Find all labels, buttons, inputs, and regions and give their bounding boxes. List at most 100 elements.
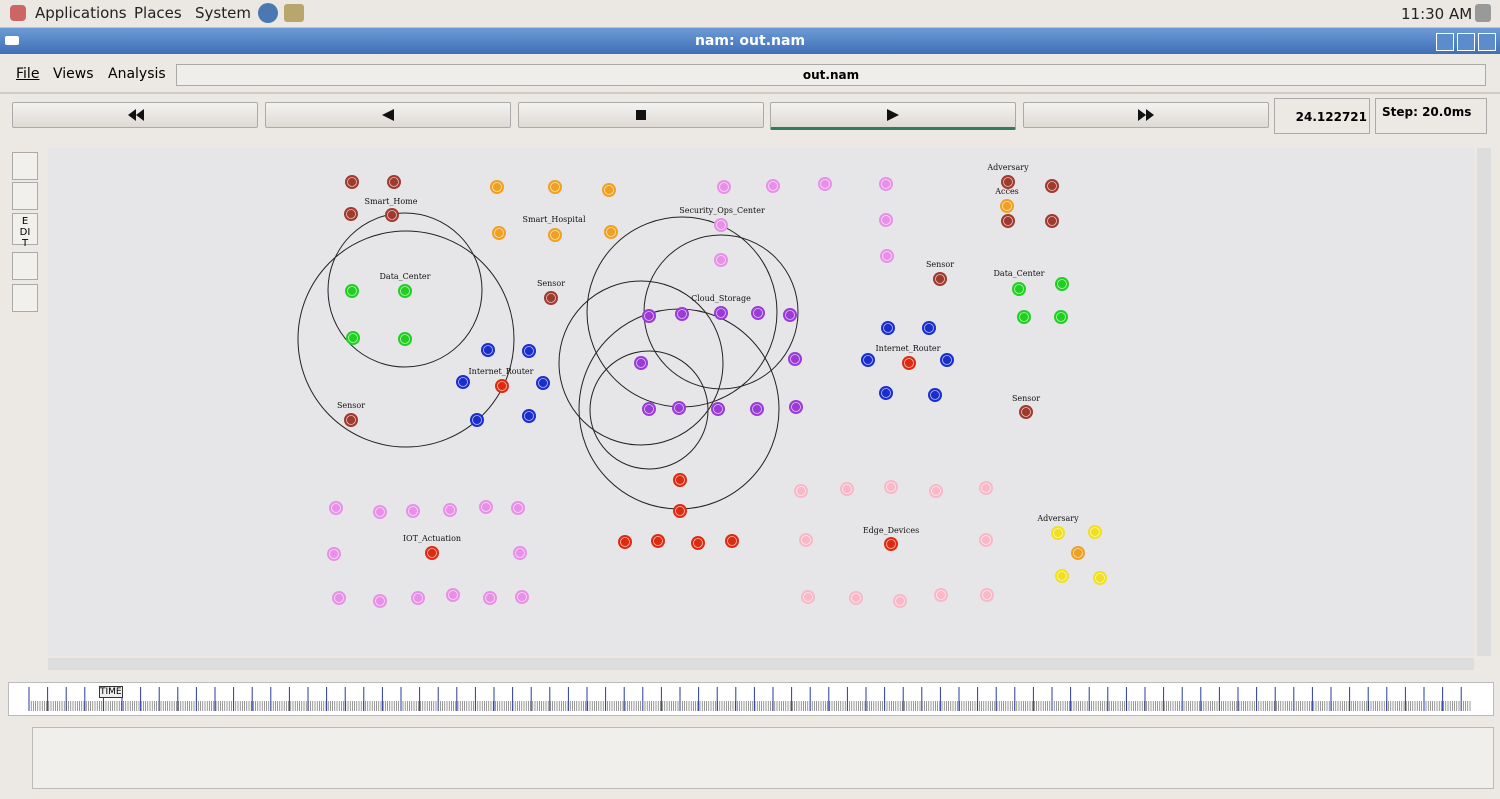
node[interactable] bbox=[1045, 179, 1059, 193]
node[interactable] bbox=[604, 225, 618, 239]
node[interactable] bbox=[548, 180, 562, 194]
node[interactable] bbox=[818, 177, 832, 191]
node[interactable] bbox=[879, 213, 893, 227]
stop-button[interactable] bbox=[518, 102, 764, 128]
close[interactable] bbox=[1478, 33, 1496, 51]
node[interactable] bbox=[861, 353, 875, 367]
step-display[interactable]: Step: 20.0ms bbox=[1375, 98, 1487, 134]
node[interactable] bbox=[849, 591, 863, 605]
node[interactable] bbox=[799, 533, 813, 547]
node[interactable] bbox=[691, 536, 705, 550]
node[interactable] bbox=[1055, 277, 1069, 291]
node[interactable] bbox=[675, 307, 689, 321]
node[interactable] bbox=[602, 183, 616, 197]
node[interactable] bbox=[884, 537, 898, 551]
node[interactable] bbox=[1088, 525, 1102, 539]
node[interactable] bbox=[929, 484, 943, 498]
node[interactable] bbox=[879, 386, 893, 400]
node[interactable] bbox=[1055, 569, 1069, 583]
node[interactable] bbox=[893, 594, 907, 608]
h-scrollbar[interactable] bbox=[48, 658, 1474, 670]
node[interactable] bbox=[398, 284, 412, 298]
node[interactable] bbox=[332, 591, 346, 605]
node[interactable] bbox=[1071, 546, 1085, 560]
node[interactable] bbox=[1054, 310, 1068, 324]
edit-button[interactable]: EDIT bbox=[12, 213, 38, 249]
node[interactable] bbox=[385, 208, 399, 222]
node[interactable] bbox=[522, 409, 536, 423]
node[interactable] bbox=[933, 272, 947, 286]
node[interactable] bbox=[495, 379, 509, 393]
zoom-in[interactable] bbox=[12, 152, 38, 180]
node[interactable] bbox=[425, 546, 439, 560]
menu-applications[interactable]: Applications bbox=[35, 4, 127, 22]
back-button[interactable] bbox=[265, 102, 511, 128]
node[interactable] bbox=[446, 588, 460, 602]
node[interactable] bbox=[522, 344, 536, 358]
menu-places[interactable]: Places bbox=[134, 4, 182, 22]
node[interactable] bbox=[345, 284, 359, 298]
node[interactable] bbox=[346, 331, 360, 345]
node[interactable] bbox=[490, 180, 504, 194]
node[interactable] bbox=[515, 590, 529, 604]
minimize[interactable] bbox=[1436, 33, 1454, 51]
node[interactable] bbox=[618, 535, 632, 549]
node[interactable] bbox=[373, 594, 387, 608]
node[interactable] bbox=[801, 590, 815, 604]
clock[interactable]: 11:30 AM bbox=[1401, 5, 1473, 23]
menu-views[interactable]: Views bbox=[53, 66, 94, 82]
rewind-button[interactable] bbox=[12, 102, 258, 128]
node[interactable] bbox=[483, 591, 497, 605]
node[interactable] bbox=[406, 504, 420, 518]
browser-icon[interactable] bbox=[258, 3, 278, 23]
node[interactable] bbox=[725, 534, 739, 548]
node[interactable] bbox=[1000, 199, 1014, 213]
node[interactable] bbox=[634, 356, 648, 370]
node[interactable] bbox=[398, 332, 412, 346]
node[interactable] bbox=[788, 352, 802, 366]
apps-icon[interactable] bbox=[10, 5, 26, 21]
node[interactable] bbox=[783, 308, 797, 322]
menu-file[interactable]: File bbox=[16, 66, 40, 82]
node[interactable] bbox=[456, 375, 470, 389]
node[interactable] bbox=[1045, 214, 1059, 228]
menu-system[interactable]: System bbox=[195, 4, 251, 22]
node[interactable] bbox=[481, 343, 495, 357]
volume-icon[interactable] bbox=[1475, 4, 1491, 22]
node[interactable] bbox=[884, 480, 898, 494]
node[interactable] bbox=[548, 228, 562, 242]
node[interactable] bbox=[673, 473, 687, 487]
node[interactable] bbox=[789, 400, 803, 414]
node[interactable] bbox=[373, 505, 387, 519]
node[interactable] bbox=[840, 482, 854, 496]
node[interactable] bbox=[673, 504, 687, 518]
node[interactable] bbox=[470, 413, 484, 427]
node[interactable] bbox=[411, 591, 425, 605]
node[interactable] bbox=[1093, 571, 1107, 585]
node[interactable] bbox=[327, 547, 341, 561]
node[interactable] bbox=[1019, 405, 1033, 419]
timeline-label[interactable]: TIME bbox=[99, 686, 123, 698]
node[interactable] bbox=[1012, 282, 1026, 296]
fast-forward-button[interactable] bbox=[1023, 102, 1269, 128]
agent-tool[interactable] bbox=[12, 284, 38, 312]
node[interactable] bbox=[717, 180, 731, 194]
node[interactable] bbox=[980, 588, 994, 602]
play-button[interactable] bbox=[770, 102, 1016, 130]
node[interactable] bbox=[651, 534, 665, 548]
node[interactable] bbox=[513, 546, 527, 560]
node[interactable] bbox=[1017, 310, 1031, 324]
node[interactable] bbox=[928, 388, 942, 402]
node[interactable] bbox=[344, 207, 358, 221]
maximize[interactable] bbox=[1457, 33, 1475, 51]
node[interactable] bbox=[879, 177, 893, 191]
v-scrollbar[interactable] bbox=[1477, 148, 1491, 656]
node[interactable] bbox=[443, 503, 457, 517]
node[interactable] bbox=[711, 402, 725, 416]
node[interactable] bbox=[979, 481, 993, 495]
node[interactable] bbox=[536, 376, 550, 390]
node[interactable] bbox=[544, 291, 558, 305]
node[interactable] bbox=[344, 413, 358, 427]
node[interactable] bbox=[880, 249, 894, 263]
node[interactable] bbox=[979, 533, 993, 547]
